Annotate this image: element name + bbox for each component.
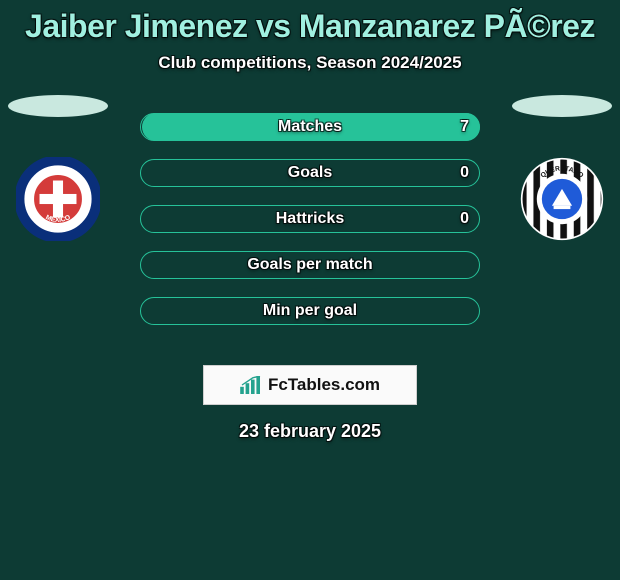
comparison-card: Jaiber Jimenez vs Manzanarez PÃ©rez Club…	[0, 0, 620, 580]
stat-bar-label: Min per goal	[263, 302, 357, 320]
brand-bars-icon	[240, 376, 262, 394]
stat-bar-label: Goals	[288, 164, 332, 182]
comparison-subtitle: Club competitions, Season 2024/2025	[0, 53, 620, 73]
stat-bar-value-right: 0	[460, 210, 469, 228]
left-player-column: DEPORTIVO MEXICO	[8, 95, 108, 241]
stat-bars: Matches 7 Goals 0 Hattricks 0 Goals per match M…	[140, 113, 480, 325]
brand-badge: FcTables.com	[203, 365, 417, 405]
stat-bar-goals-per-match: Goals per match	[140, 251, 480, 279]
stat-bar-min-per-goal: Min per goal	[140, 297, 480, 325]
queretaro-logo-svg: QUERETARO	[520, 157, 604, 241]
cruz-azul-logo-svg: DEPORTIVO MEXICO	[16, 157, 100, 241]
stat-bar-goals: Goals 0	[140, 159, 480, 187]
stat-bar-label: Goals per match	[247, 256, 372, 274]
brand-text: FcTables.com	[268, 375, 380, 395]
stat-bar-label: Matches	[278, 118, 342, 136]
stat-bar-hattricks: Hattricks 0	[140, 205, 480, 233]
queretaro-logo: QUERETARO	[520, 157, 604, 241]
stat-bar-matches: Matches 7	[140, 113, 480, 141]
comparison-title: Jaiber Jimenez vs Manzanarez PÃ©rez	[0, 8, 620, 45]
right-player-column: QUERETARO	[512, 95, 612, 241]
stat-bar-label: Hattricks	[276, 210, 344, 228]
comparison-date: 23 february 2025	[0, 421, 620, 442]
stat-area: DEPORTIVO MEXICO	[0, 113, 620, 343]
cruz-azul-logo: DEPORTIVO MEXICO	[16, 157, 100, 241]
stat-bar-value-right: 0	[460, 164, 469, 182]
player-placeholder-left	[8, 95, 108, 117]
stat-bar-value-right: 7	[460, 118, 469, 136]
player-placeholder-right	[512, 95, 612, 117]
